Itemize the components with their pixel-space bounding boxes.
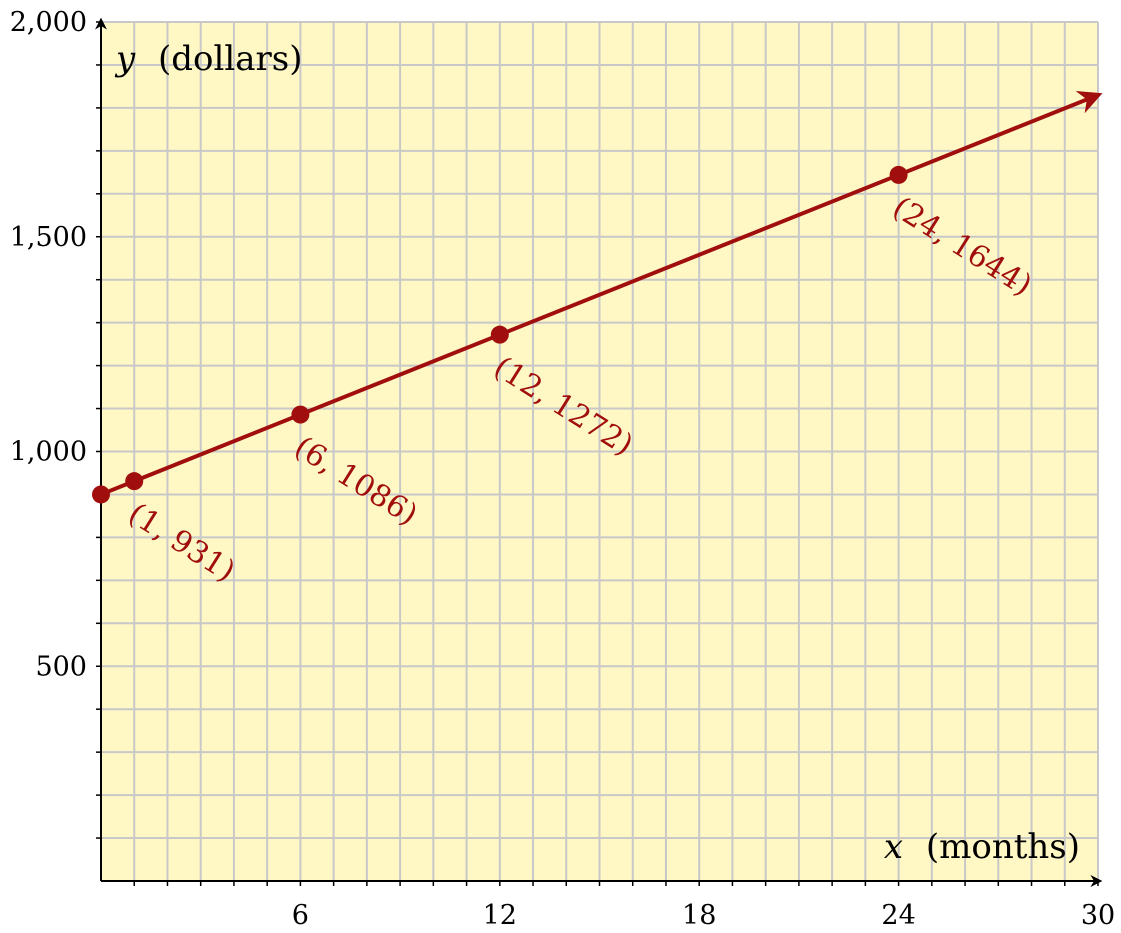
y-axis-variable: y bbox=[114, 39, 136, 79]
y-axis-label: y (dollars) bbox=[114, 39, 303, 79]
y-tick-label: 1,500 bbox=[10, 222, 87, 253]
ticks: 6 12 18 24 30 500 1,000 1,500 2,000 bbox=[10, 7, 1115, 931]
data-point bbox=[291, 405, 310, 424]
data-point bbox=[490, 325, 509, 344]
x-axis-variable: x bbox=[884, 827, 903, 867]
x-axis-unit: (months) bbox=[926, 827, 1080, 867]
x-tick-label: 24 bbox=[881, 900, 915, 931]
y-axis-unit: (dollars) bbox=[158, 39, 302, 79]
y-tick-label: 1,000 bbox=[10, 437, 87, 468]
x-tick-label: 6 bbox=[292, 900, 309, 931]
x-tick-label: 18 bbox=[682, 900, 716, 931]
x-axis-label: x (months) bbox=[884, 827, 1080, 867]
data-point bbox=[889, 165, 908, 184]
x-tick-label: 12 bbox=[483, 900, 517, 931]
grid bbox=[100, 21, 1099, 882]
y-tick-label: 500 bbox=[35, 651, 87, 682]
y-tick-label: 2,000 bbox=[10, 7, 87, 38]
data-point bbox=[92, 485, 110, 504]
series-line-group bbox=[92, 91, 1103, 504]
series-line bbox=[100, 91, 1103, 497]
data-point bbox=[125, 472, 144, 491]
x-tick-label: 30 bbox=[1081, 900, 1115, 931]
